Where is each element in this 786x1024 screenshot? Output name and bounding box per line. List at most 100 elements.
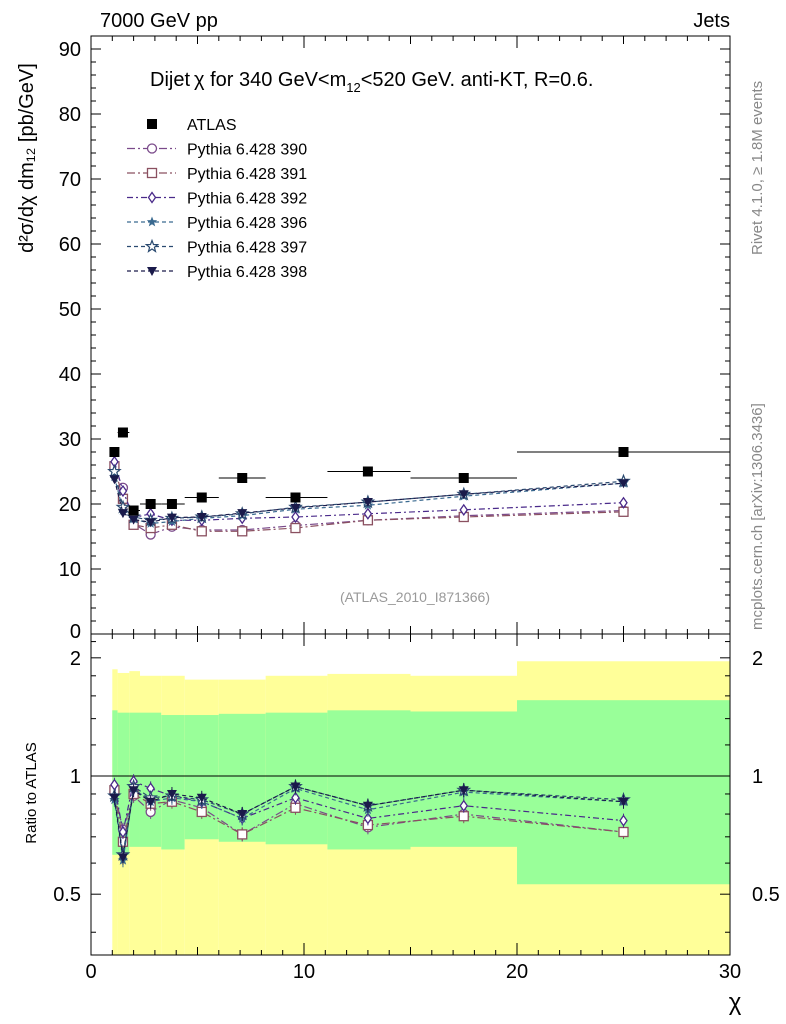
main-point (363, 507, 373, 520)
legend-label: Pythia 6.428 397 (187, 240, 307, 257)
legend-label: Pythia 6.428 390 (187, 142, 307, 159)
ratio-point (459, 799, 469, 812)
main-point (196, 526, 207, 537)
atlas-point (618, 447, 629, 457)
main-title: Dijet χ for 340 GeV<m12<520 GeV. anti-KT,… (150, 69, 593, 95)
ratio-bands (112, 661, 730, 955)
title-prefix: Dijet (150, 69, 190, 91)
legend-label: Pythia 6.428 392 (187, 191, 307, 208)
main-ytick-label: 30 (59, 429, 81, 451)
ratio-ytick-label-right: 2 (752, 648, 763, 670)
watermark: (ATLAS_2010_I871366) (340, 589, 490, 605)
header-right: Jets (693, 10, 730, 32)
atlas-point (237, 473, 248, 483)
ratio-ytick-label: 2 (70, 648, 81, 670)
ratio-point (458, 786, 469, 796)
title-mid: for 340 GeV<m (205, 69, 347, 91)
legend-marker (147, 191, 157, 204)
main-series (107, 427, 730, 540)
title-chi: χ (194, 69, 205, 91)
main-point (290, 503, 301, 513)
ratio-line-4 (113, 787, 624, 861)
atlas-point (196, 492, 207, 503)
main-point (237, 526, 248, 537)
main-ytick-label: 60 (59, 234, 81, 256)
main-point (290, 522, 301, 534)
ratio-point (458, 811, 469, 822)
band-inner (161, 715, 185, 850)
legend: ATLAS Pythia 6.428 390 Pythia 6.428 391 Pyt… (127, 117, 307, 281)
xtick-label: 20 (506, 961, 528, 983)
main-point (459, 503, 469, 516)
band-inner (265, 712, 328, 845)
legend-marker (146, 216, 158, 227)
main-point (291, 510, 300, 524)
legend-label: Pythia 6.428 398 (187, 264, 307, 281)
main-point (458, 490, 469, 500)
atlas-point (166, 499, 177, 509)
ratio-point (237, 810, 248, 820)
main-ytick-label: 80 (59, 104, 81, 126)
legend-marker (146, 167, 158, 179)
ratio-point (196, 793, 207, 803)
main-point (618, 479, 629, 489)
ratio-point (196, 806, 207, 818)
legend-label: ATLAS (187, 117, 237, 134)
main-ytick-label: 50 (59, 299, 81, 321)
main-ytick-label: 70 (59, 169, 81, 191)
ratio-ytick-label: 0.5 (53, 884, 81, 906)
main-point (107, 463, 122, 478)
ratio-point (618, 797, 629, 807)
ratio-ylabel: Ratio to ATLAS (23, 742, 40, 843)
main-point (109, 475, 120, 485)
rivet-label: Rivet 4.1.0, ≥ 1.8M events (749, 81, 766, 255)
mcplots-label: mcplots.cern.ch [arXiv:1306.3436] (749, 403, 766, 630)
main-ytick-label: 90 (59, 39, 81, 61)
legend-marker (147, 119, 157, 129)
xtick-label: 10 (293, 961, 315, 983)
header-left: 7000 GeV pp (100, 10, 218, 32)
atlas-point (362, 466, 373, 477)
legend-marker (147, 267, 157, 276)
main-point (118, 484, 128, 498)
main-point (619, 496, 628, 509)
band-inner (410, 711, 517, 847)
ratio-series (107, 774, 631, 868)
ratio-line-1 (113, 791, 624, 836)
atlas-point (290, 492, 301, 503)
x-axis-label: χ (729, 989, 742, 1016)
main-ytick-label: 0 (70, 621, 81, 643)
legend-label: Pythia 6.428 396 (187, 215, 307, 232)
legend-marker (146, 143, 158, 154)
atlas-point (128, 505, 139, 516)
band-inner (184, 715, 219, 840)
band-inner (117, 712, 130, 855)
ratio-point (118, 825, 128, 839)
ratio-point (128, 786, 139, 796)
main-point (362, 498, 373, 508)
atlas-point (458, 473, 469, 483)
ratio-line-6 (113, 785, 624, 858)
ratio-point (618, 826, 629, 838)
ratio-point (290, 782, 301, 792)
main-point (237, 509, 248, 519)
main-point (166, 513, 177, 523)
ratio-point (237, 829, 248, 840)
ratio-ytick-label-right: 0.5 (752, 884, 780, 906)
main-point (117, 509, 128, 519)
main-ytick-label: 40 (59, 364, 81, 386)
ratio-ytick-label: 1 (70, 766, 81, 788)
main-ytick-label: 10 (59, 559, 81, 581)
ratio-point (117, 853, 128, 863)
ratio-point (291, 791, 300, 804)
atlas-point (109, 447, 120, 457)
ratio-ytick-label-right: 1 (752, 766, 763, 788)
main-point (145, 518, 156, 528)
atlas-point (117, 427, 128, 438)
title-suffix: <520 GeV. anti-KT, R=0.6. (361, 69, 594, 91)
band-inner (139, 712, 162, 847)
atlas-point (145, 499, 156, 509)
main-point (128, 515, 139, 525)
main-ylabel: d²σ/dχ dm₁₂ [pb/GeV] (16, 63, 38, 253)
